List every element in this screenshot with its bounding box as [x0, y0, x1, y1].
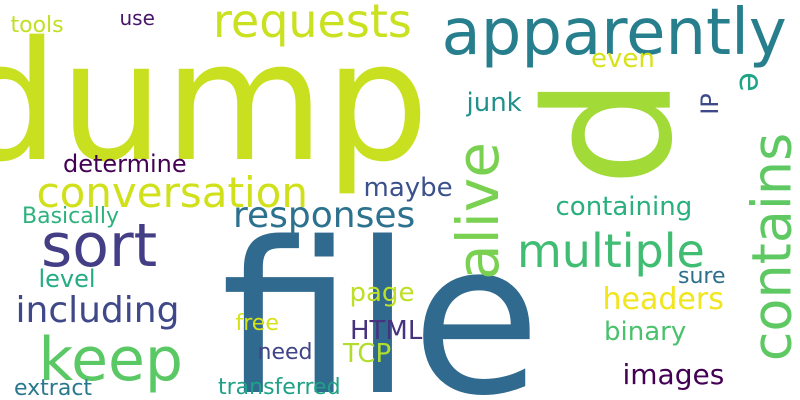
word-headers: headers [602, 281, 724, 317]
word-sort: sort [41, 211, 158, 281]
word-including: including [15, 289, 180, 331]
word-use: use [119, 6, 155, 30]
word-html: HTML [350, 316, 423, 346]
word-contains: contains [739, 132, 800, 362]
word-ip: IP [695, 93, 724, 115]
word-even: even [591, 44, 655, 74]
word-keep: keep [38, 325, 184, 395]
word-free: free [235, 311, 279, 336]
word-determine: determine [63, 150, 187, 178]
word-p: p [531, 75, 735, 187]
word-containing: containing [555, 191, 693, 222]
word-conversation: conversation [36, 167, 308, 217]
word-tcp: TCP [343, 339, 392, 369]
word-tools: tools [10, 13, 64, 38]
word-dump: dump [0, 5, 430, 198]
word-images: images [622, 358, 725, 391]
word-extract: extract [14, 376, 93, 400]
word-file: file [221, 197, 541, 400]
word-need: need [257, 340, 313, 365]
word-e: e [731, 72, 770, 92]
word-apparently: apparently [441, 0, 787, 70]
word-junk: junk [466, 88, 522, 118]
word-level: level [38, 265, 96, 293]
word-page: page [349, 278, 415, 308]
word-multiple: multiple [517, 224, 705, 278]
word-alive: alive [443, 142, 512, 280]
word-maybe: maybe [363, 173, 453, 203]
word-basically: Basically [22, 204, 119, 229]
word-sure: sure [678, 264, 726, 289]
word-binary: binary [604, 316, 687, 347]
word-requests: requests [213, 0, 412, 48]
word-transferred: transferred [218, 375, 341, 400]
word-responses: responses [233, 194, 416, 236]
